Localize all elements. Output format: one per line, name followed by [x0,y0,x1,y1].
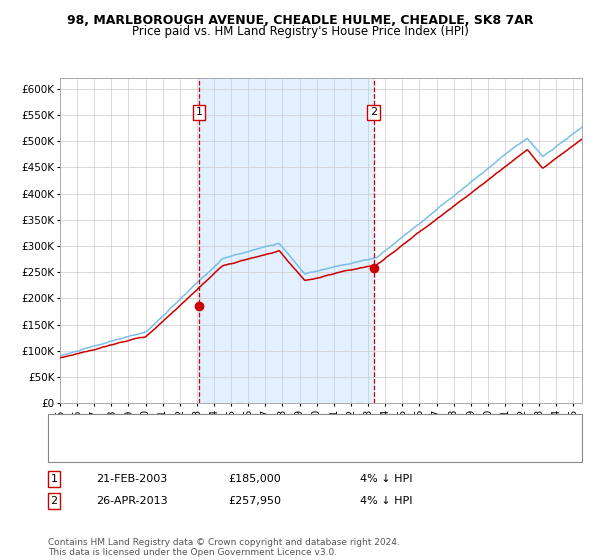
Text: Price paid vs. HM Land Registry's House Price Index (HPI): Price paid vs. HM Land Registry's House … [131,25,469,38]
Bar [199,78,374,403]
Text: 1: 1 [196,108,203,118]
Text: 4% ↓ HPI: 4% ↓ HPI [360,496,413,506]
Text: £257,950: £257,950 [228,496,281,506]
Text: 1: 1 [50,474,58,484]
Text: 26-APR-2013: 26-APR-2013 [96,496,167,506]
Text: £185,000: £185,000 [228,474,281,484]
Text: 98, MARLBOROUGH AVENUE, CHEADLE HULME, CHEADLE, SK8 7AR: 98, MARLBOROUGH AVENUE, CHEADLE HULME, C… [67,14,533,27]
Text: HPI: Average price, detached house, Stockport: HPI: Average price, detached house, Stoc… [85,444,329,454]
Text: 98, MARLBOROUGH AVENUE, CHEADLE HULME, CHEADLE, SK8 7AR (detached house): 98, MARLBOROUGH AVENUE, CHEADLE HULME, C… [85,424,530,435]
Text: 21-FEB-2003: 21-FEB-2003 [96,474,167,484]
Text: 2: 2 [370,108,377,118]
Text: Contains HM Land Registry data © Crown copyright and database right 2024.
This d: Contains HM Land Registry data © Crown c… [48,538,400,557]
Text: 2: 2 [50,496,58,506]
Text: 4% ↓ HPI: 4% ↓ HPI [360,474,413,484]
